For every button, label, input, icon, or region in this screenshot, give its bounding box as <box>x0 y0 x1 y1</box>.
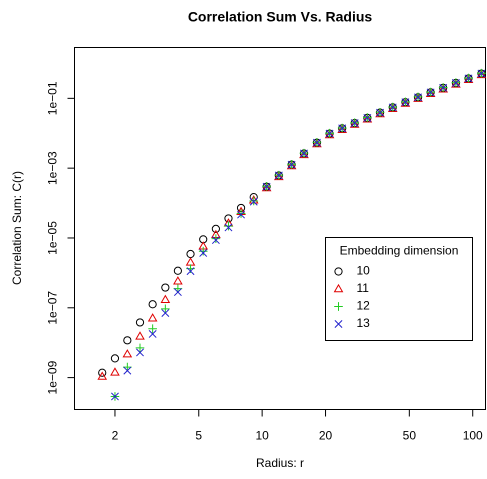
legend-marker <box>334 302 343 311</box>
y-tick-label: 1e−01 <box>46 81 60 115</box>
data-point <box>173 276 183 285</box>
data-point <box>186 267 195 276</box>
data-point <box>274 171 283 180</box>
legend-box <box>325 237 473 341</box>
x-tick-label: 100 <box>463 429 483 443</box>
y-tick-label: 1e−07 <box>46 291 60 325</box>
data-point <box>464 74 473 83</box>
data-point <box>324 129 335 139</box>
data-point <box>401 98 410 107</box>
data-point <box>414 93 422 102</box>
legend-title: Embedding dimension <box>340 244 459 258</box>
data-point <box>376 108 384 117</box>
data-point <box>110 367 120 376</box>
legend-label: 12 <box>357 299 371 313</box>
data-point <box>375 108 385 118</box>
data-point <box>439 83 448 92</box>
data-point <box>312 138 321 147</box>
data-point <box>148 330 157 338</box>
legend-label: 11 <box>357 281 370 295</box>
data-point <box>122 349 133 358</box>
data-point <box>477 69 486 78</box>
legend-label: 13 <box>357 316 371 330</box>
data-point <box>425 88 436 97</box>
data-point <box>135 343 145 353</box>
data-point <box>337 124 348 133</box>
data-point <box>135 331 145 340</box>
data-point <box>363 113 372 122</box>
data-point <box>286 160 297 170</box>
data-point <box>388 103 397 112</box>
data-point <box>173 266 182 275</box>
data-point <box>148 300 157 309</box>
data-point <box>147 313 158 322</box>
data-point <box>400 98 411 107</box>
data-point <box>198 246 208 256</box>
data-point <box>362 114 373 123</box>
data-point <box>211 224 220 233</box>
data-point <box>161 309 170 317</box>
data-point <box>350 119 359 128</box>
x-tick-label: 50 <box>403 429 417 443</box>
data-point <box>463 74 474 84</box>
data-point <box>476 69 487 79</box>
chart-title: Correlation Sum Vs. Radius <box>188 9 373 25</box>
data-point <box>135 318 145 327</box>
data-point <box>224 223 233 232</box>
data-point <box>299 149 309 159</box>
data-point <box>211 236 220 245</box>
data-point <box>249 197 258 206</box>
data-point <box>312 138 322 148</box>
data-point <box>300 149 308 158</box>
x-tick-label: 5 <box>195 429 202 443</box>
data-point <box>325 129 334 138</box>
plot-frame <box>74 47 486 410</box>
data-point <box>148 324 157 334</box>
data-point <box>338 124 347 133</box>
y-axis-label: Correlation Sum: C(r) <box>10 171 24 285</box>
data-point <box>438 84 449 93</box>
data-point <box>451 79 461 88</box>
data-point <box>161 283 170 292</box>
y-tick-label: 1e−05 <box>46 221 60 255</box>
data-point <box>413 93 423 102</box>
data-point <box>262 182 271 191</box>
x-tick-label: 10 <box>255 429 269 443</box>
data-point <box>237 210 246 219</box>
data-point <box>97 371 108 380</box>
data-point <box>199 249 208 257</box>
data-point <box>136 348 144 357</box>
data-point <box>123 366 132 375</box>
data-point <box>273 171 284 181</box>
data-point <box>110 354 120 363</box>
data-point <box>426 88 435 97</box>
legend-marker <box>334 267 343 276</box>
data-point <box>111 392 119 401</box>
data-point <box>211 234 221 243</box>
legend-marker <box>334 320 343 328</box>
x-tick-label: 20 <box>319 429 333 443</box>
y-tick-label: 1e−03 <box>46 151 60 185</box>
data-point <box>98 368 107 377</box>
data-point <box>236 209 246 218</box>
data-point <box>123 336 132 345</box>
data-point <box>160 294 171 303</box>
data-point <box>451 79 460 87</box>
x-axis-label: Radius: r <box>256 456 304 470</box>
data-point <box>224 221 233 231</box>
x-tick-label: 2 <box>112 429 119 443</box>
data-point <box>173 288 182 297</box>
legend-marker <box>333 283 344 293</box>
data-point <box>161 304 170 314</box>
data-point <box>287 160 296 169</box>
legend-label: 10 <box>357 264 371 278</box>
data-point <box>387 103 398 113</box>
data-point <box>261 182 272 192</box>
data-point <box>349 119 360 128</box>
y-tick-label: 1e−09 <box>46 360 60 394</box>
